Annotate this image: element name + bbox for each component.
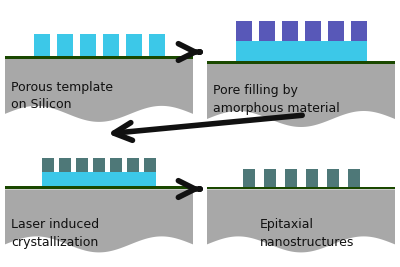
Bar [93,158,105,172]
Polygon shape [5,59,193,122]
Bar [102,34,118,56]
Bar [127,158,139,172]
Bar [207,187,395,189]
Bar [5,186,193,189]
Bar [242,169,254,187]
Bar [284,169,296,187]
Bar [258,21,274,41]
Bar [148,34,164,56]
Bar [34,34,50,56]
Bar [59,158,71,172]
Bar [326,169,338,187]
Bar [348,169,360,187]
Bar [264,169,276,187]
Bar [350,21,366,41]
Text: Epitaxial
nanostructures: Epitaxial nanostructures [260,218,354,249]
Polygon shape [5,189,193,252]
Text: Pore filling by
amorphous material: Pore filling by amorphous material [213,84,340,115]
Bar [76,158,88,172]
Bar [42,172,156,186]
Bar [282,21,298,41]
Text: Porous template
on Silicon: Porous template on Silicon [11,80,113,112]
Bar [236,21,252,41]
Bar [80,34,96,56]
Bar [42,158,54,172]
Bar [56,34,72,56]
Bar [207,61,395,64]
Bar [110,158,122,172]
Bar [126,34,142,56]
Bar [304,21,320,41]
Polygon shape [207,189,395,252]
Bar [236,41,366,61]
Text: Laser induced
crystallization: Laser induced crystallization [11,218,99,249]
Bar [328,21,344,41]
Bar [144,158,156,172]
Bar [306,169,318,187]
Polygon shape [207,64,395,127]
Bar [5,56,193,59]
